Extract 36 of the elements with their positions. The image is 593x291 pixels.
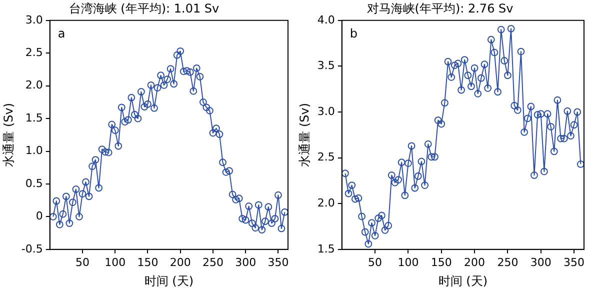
x-tick-label: 200 — [464, 256, 486, 269]
y-tick-label: 2.5 — [25, 46, 43, 59]
y-tick-label: 1.5 — [317, 242, 335, 256]
y-tick-label: 3.0 — [317, 104, 335, 118]
chart-title: 对马海峡(年平均): 2.76 Sv — [366, 1, 514, 16]
x-tick-label: 300 — [235, 256, 256, 269]
x-tick-label: 300 — [530, 256, 552, 269]
y-tick-label: -0.5 — [21, 242, 43, 256]
x-tick-label: 50 — [75, 256, 90, 269]
x-tick-label: 200 — [170, 256, 191, 269]
y-tick-label: 1.5 — [25, 111, 43, 124]
x-tick-label: 150 — [137, 256, 158, 269]
x-tick-label: 100 — [104, 256, 126, 269]
x-tick-label: 50 — [368, 256, 382, 269]
x-tick-label: 350 — [564, 256, 585, 269]
x-axis-title: 时间 (天) — [144, 274, 194, 288]
x-tick-label: 250 — [497, 256, 518, 269]
x-tick-label: 350 — [268, 256, 289, 269]
y-tick-label: 3.0 — [25, 13, 43, 26]
x-tick-label: 250 — [202, 256, 224, 269]
y-axis-title: 水通量 (Sv) — [1, 102, 16, 167]
y-tick-label: 3.5 — [317, 59, 335, 72]
annotation: a — [58, 26, 66, 41]
x-tick-label: 100 — [398, 256, 419, 269]
y-tick-label: 0.5 — [25, 176, 43, 190]
y-tick-label: 4.0 — [317, 13, 335, 26]
y-axis-title: 水通量 (Sv) — [297, 102, 312, 167]
x-axis-title: 时间 (天) — [438, 274, 488, 288]
y-tick-label: 2.0 — [25, 78, 43, 92]
y-tick-label: 1.0 — [25, 144, 43, 158]
y-tick-label: 2.0 — [317, 196, 335, 210]
chart-title: 台湾海峡 (年平均): 1.01 Sv — [68, 1, 220, 16]
x-tick-label: 150 — [430, 256, 452, 269]
y-tick-label: 2.5 — [317, 150, 335, 164]
y-tick-label: 0 — [36, 210, 43, 223]
annotation: b — [350, 26, 358, 41]
